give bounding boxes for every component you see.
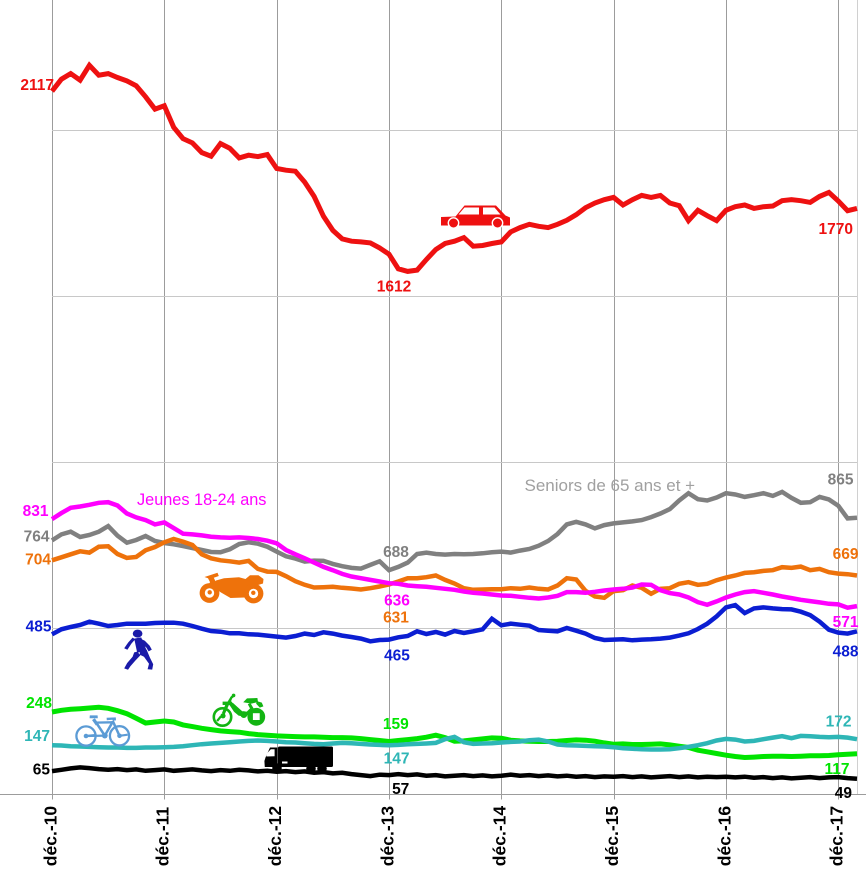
- svg-text:57: 57: [392, 781, 409, 798]
- svg-text:déc.-11: déc.-11: [153, 807, 173, 867]
- svg-text:déc.-12: déc.-12: [265, 806, 285, 867]
- svg-text:1612: 1612: [377, 279, 411, 296]
- svg-text:704: 704: [25, 552, 51, 569]
- svg-text:65: 65: [33, 762, 51, 779]
- svg-text:147: 147: [384, 751, 410, 768]
- svg-text:Seniors de 65 ans et +: Seniors de 65 ans et +: [525, 476, 696, 495]
- svg-text:déc.-13: déc.-13: [377, 806, 397, 867]
- svg-text:159: 159: [383, 716, 409, 733]
- svg-text:1770: 1770: [819, 221, 853, 238]
- svg-text:485: 485: [26, 619, 52, 636]
- svg-text:déc.-10: déc.-10: [40, 806, 60, 867]
- svg-text:764: 764: [24, 529, 50, 546]
- svg-text:2117: 2117: [20, 77, 54, 94]
- svg-text:488: 488: [833, 644, 859, 661]
- svg-text:636: 636: [384, 593, 410, 610]
- svg-text:147: 147: [24, 728, 50, 745]
- svg-text:déc.-15: déc.-15: [602, 806, 622, 867]
- svg-text:déc.-14: déc.-14: [490, 806, 510, 867]
- svg-text:669: 669: [833, 546, 859, 563]
- svg-text:831: 831: [23, 503, 49, 520]
- svg-text:Jeunes 18-24 ans: Jeunes 18-24 ans: [137, 491, 266, 509]
- svg-text:déc.-16: déc.-16: [714, 806, 734, 867]
- svg-text:49: 49: [835, 785, 853, 802]
- svg-text:631: 631: [383, 610, 409, 627]
- svg-text:865: 865: [828, 472, 854, 489]
- svg-text:465: 465: [384, 648, 410, 665]
- svg-text:déc.-17: déc.-17: [827, 806, 847, 866]
- svg-text:688: 688: [383, 544, 409, 561]
- svg-text:571: 571: [833, 614, 859, 631]
- svg-text:117: 117: [824, 761, 849, 778]
- svg-text:172: 172: [826, 713, 852, 730]
- svg-text:248: 248: [26, 695, 52, 712]
